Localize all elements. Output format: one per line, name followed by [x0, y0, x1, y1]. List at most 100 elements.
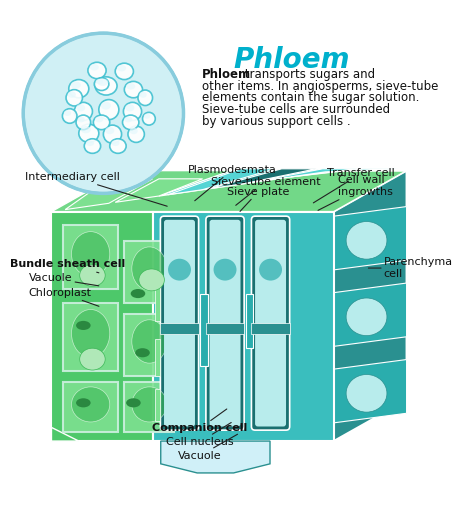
Ellipse shape — [131, 289, 145, 298]
Ellipse shape — [115, 63, 133, 80]
FancyBboxPatch shape — [251, 216, 290, 430]
Ellipse shape — [94, 78, 109, 90]
Ellipse shape — [99, 100, 119, 119]
Ellipse shape — [97, 79, 108, 86]
Text: Bundle sheath cell: Bundle sheath cell — [10, 260, 126, 273]
Bar — [251, 323, 290, 334]
Polygon shape — [124, 314, 174, 375]
Text: Cell wall
ingrowths: Cell wall ingrowths — [318, 175, 393, 210]
Polygon shape — [124, 382, 174, 432]
Polygon shape — [209, 169, 316, 189]
Ellipse shape — [168, 258, 191, 281]
Text: Parenchyma
cell: Parenchyma cell — [368, 257, 453, 279]
Ellipse shape — [132, 320, 167, 363]
Ellipse shape — [76, 115, 91, 130]
Ellipse shape — [101, 102, 111, 110]
Ellipse shape — [69, 80, 89, 98]
Ellipse shape — [110, 139, 126, 154]
Ellipse shape — [68, 91, 76, 98]
Polygon shape — [52, 428, 79, 441]
Text: Sieve-tube cells are surrounded: Sieve-tube cells are surrounded — [202, 103, 390, 116]
Ellipse shape — [126, 398, 141, 407]
Ellipse shape — [346, 221, 387, 259]
Text: Companion cell: Companion cell — [152, 409, 247, 433]
Ellipse shape — [144, 114, 150, 119]
Polygon shape — [334, 207, 407, 270]
Polygon shape — [153, 211, 334, 441]
Ellipse shape — [124, 116, 132, 123]
Ellipse shape — [78, 116, 85, 123]
Ellipse shape — [81, 126, 91, 133]
Ellipse shape — [117, 65, 126, 71]
Ellipse shape — [80, 264, 105, 286]
Circle shape — [23, 33, 183, 193]
Ellipse shape — [105, 127, 114, 134]
Polygon shape — [115, 179, 202, 202]
Ellipse shape — [139, 92, 147, 98]
Ellipse shape — [143, 112, 155, 125]
Ellipse shape — [74, 102, 92, 120]
Text: Sieve plate: Sieve plate — [227, 187, 290, 211]
Ellipse shape — [139, 269, 164, 291]
Ellipse shape — [96, 79, 103, 84]
Ellipse shape — [132, 387, 167, 422]
Bar — [160, 323, 199, 334]
Ellipse shape — [214, 258, 237, 281]
Polygon shape — [168, 169, 275, 195]
Ellipse shape — [132, 247, 167, 290]
Text: Vacuole: Vacuole — [178, 434, 237, 461]
Ellipse shape — [64, 110, 71, 116]
Ellipse shape — [76, 398, 91, 407]
Ellipse shape — [71, 81, 81, 89]
Polygon shape — [124, 241, 174, 302]
Polygon shape — [334, 171, 407, 441]
Polygon shape — [64, 302, 118, 371]
Polygon shape — [159, 171, 407, 196]
Ellipse shape — [76, 321, 91, 330]
Polygon shape — [291, 169, 398, 177]
Ellipse shape — [88, 62, 106, 79]
Polygon shape — [334, 359, 407, 423]
FancyBboxPatch shape — [206, 216, 244, 430]
FancyBboxPatch shape — [160, 216, 199, 430]
Ellipse shape — [124, 81, 143, 98]
Bar — [206, 323, 244, 334]
FancyBboxPatch shape — [164, 220, 195, 427]
Text: transports sugars and: transports sugars and — [241, 68, 375, 81]
Text: Phloem: Phloem — [202, 68, 251, 81]
Text: Chloroplast: Chloroplast — [29, 287, 99, 306]
Ellipse shape — [125, 104, 134, 112]
Text: by various support cells .: by various support cells . — [202, 115, 350, 128]
Ellipse shape — [103, 125, 122, 143]
Bar — [155, 339, 160, 375]
Ellipse shape — [84, 139, 100, 154]
Ellipse shape — [86, 140, 94, 146]
Ellipse shape — [123, 102, 142, 120]
Ellipse shape — [95, 77, 117, 95]
Ellipse shape — [63, 109, 77, 123]
Bar — [155, 389, 160, 421]
Polygon shape — [250, 169, 357, 183]
Ellipse shape — [66, 89, 82, 106]
Polygon shape — [52, 171, 407, 211]
Text: elements contain the sugar solution.: elements contain the sugar solution. — [202, 92, 419, 104]
Bar — [201, 294, 208, 367]
Polygon shape — [161, 441, 270, 473]
Text: Sieve-tube element: Sieve-tube element — [211, 177, 320, 205]
Bar — [246, 294, 253, 348]
Text: Vacuole: Vacuole — [29, 273, 99, 286]
Ellipse shape — [111, 140, 119, 146]
Ellipse shape — [129, 128, 138, 134]
Ellipse shape — [85, 348, 100, 357]
Ellipse shape — [346, 374, 387, 412]
Text: other items. In angiosperms, sieve-tube: other items. In angiosperms, sieve-tube — [202, 80, 438, 93]
Ellipse shape — [90, 64, 99, 70]
Ellipse shape — [259, 258, 282, 281]
Ellipse shape — [126, 83, 135, 89]
Polygon shape — [64, 382, 118, 432]
Ellipse shape — [346, 298, 387, 336]
Ellipse shape — [80, 348, 105, 370]
Ellipse shape — [138, 90, 153, 105]
Ellipse shape — [76, 104, 85, 112]
Polygon shape — [64, 225, 118, 289]
